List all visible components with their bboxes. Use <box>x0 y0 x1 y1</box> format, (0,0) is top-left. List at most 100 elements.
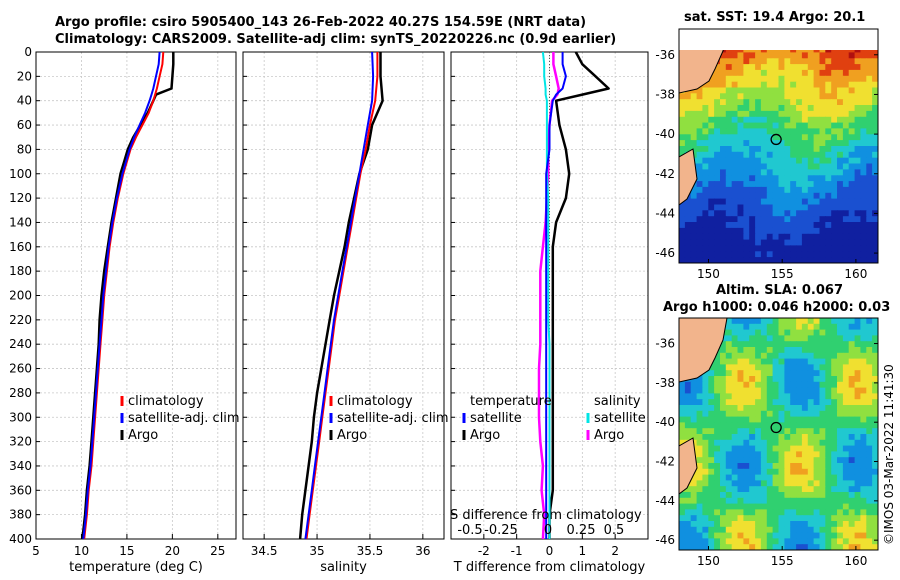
sla-map-cell <box>690 376 698 383</box>
sla-map-cell <box>720 457 727 464</box>
sst-map-cell <box>743 192 750 200</box>
sst-map-cell <box>831 204 838 211</box>
sla-map-cell <box>790 428 797 435</box>
sla-map-cell <box>720 497 727 505</box>
sla-map-cell <box>801 439 809 447</box>
sst-map-cell <box>708 186 715 194</box>
sst-map-cell <box>784 58 791 65</box>
sst-map-cell <box>831 140 838 147</box>
sst-map-cell <box>854 222 862 229</box>
sla-map-cell <box>848 538 856 545</box>
sst-map-cell <box>760 140 768 147</box>
sla-map-cell <box>837 439 844 447</box>
sst-map-cell <box>766 239 774 246</box>
sla-map-cell <box>772 399 780 406</box>
sla-map-cell <box>796 410 803 418</box>
sst-map-cell <box>778 210 785 217</box>
sla-map-cell <box>866 486 873 493</box>
difference-xtick-label: -1 <box>511 544 523 558</box>
sla-map-cell <box>866 416 873 423</box>
sst-map-cell <box>819 239 826 246</box>
sla-map-cell <box>825 532 832 539</box>
sla-map-cell <box>801 497 809 505</box>
sla-map-cell <box>772 434 780 441</box>
sst-map-cell <box>848 50 856 53</box>
sst-map-cell <box>691 29 698 35</box>
sla-map-cell <box>790 329 797 336</box>
sla-map-cell <box>842 370 850 377</box>
sst-map-cell <box>796 52 803 59</box>
sst-map-cell <box>743 186 750 194</box>
sst-map-cell <box>708 157 715 165</box>
sla-map-cell <box>702 451 709 458</box>
sla-map-cell <box>784 474 791 481</box>
depth-tick-label: 380 <box>9 508 32 522</box>
sst-map-cell <box>684 251 692 258</box>
sst-map-cell <box>720 175 727 182</box>
sla-map-cell <box>772 463 780 470</box>
sst-map-cell <box>725 75 733 83</box>
sst-map-cell <box>831 222 838 229</box>
sst-map-cell <box>825 140 832 147</box>
sst-map-cell <box>725 140 733 147</box>
sla-map-cell <box>760 492 768 499</box>
sla-map-cell <box>766 538 774 545</box>
sst-map-cell <box>801 192 809 200</box>
sst-map-cell <box>772 157 780 165</box>
sla-map-cell <box>819 341 826 348</box>
sst-map-cell <box>679 35 686 41</box>
sla-map-cell <box>854 526 862 534</box>
sla-map-cell <box>731 399 739 406</box>
sla-map-cell <box>755 515 762 522</box>
sst-map-cell <box>772 233 780 241</box>
sst-map-cell <box>778 251 785 258</box>
sla-map-cell <box>778 358 785 365</box>
sst-map-cell <box>772 93 780 100</box>
sst-map-cell <box>819 198 826 205</box>
sst-map-cell <box>848 186 856 194</box>
sla-map-cell <box>796 352 803 360</box>
sst-map-cell <box>790 122 797 129</box>
sla-map-cell <box>720 538 727 545</box>
sst-map-cell <box>801 81 809 89</box>
sst-map-cell <box>796 239 803 246</box>
sla-map-cell <box>714 364 721 371</box>
sst-map-cell <box>749 204 756 211</box>
sst-map-cell <box>684 204 692 211</box>
sla-map-cell <box>872 381 878 389</box>
sst-map-cell <box>766 204 774 211</box>
sst-map-cell <box>743 157 750 165</box>
sst-map-cell <box>860 110 867 118</box>
sla-map-cell <box>684 399 692 406</box>
sla-map-cell <box>854 457 862 464</box>
sla-map-cell <box>684 486 692 493</box>
sla-map-cell <box>760 434 768 441</box>
sla-map-cell <box>749 329 756 336</box>
sst-map-cell <box>837 75 844 83</box>
sst-map-cell <box>872 233 878 241</box>
sst-map-cell <box>720 116 727 124</box>
sst-map-cell <box>854 227 862 235</box>
sst-map-cell <box>842 210 850 217</box>
sla-map-cell <box>801 399 809 406</box>
sla-map-cell <box>702 370 709 377</box>
sla-map-cell <box>749 405 756 412</box>
sla-map-cell <box>790 532 797 539</box>
sst-map-cell <box>696 198 704 205</box>
sst-map-cell <box>755 105 762 112</box>
sla-map-cell <box>807 323 815 331</box>
sst-map-cell <box>755 186 762 194</box>
sla-map-cell <box>854 387 862 394</box>
sla-map-cell <box>696 416 704 423</box>
sst-map-cell <box>854 75 862 83</box>
sla-map-cell <box>778 521 785 528</box>
sla-map-cell <box>778 364 785 371</box>
sst-map-cell <box>825 181 832 188</box>
sst-map-cell <box>860 233 867 241</box>
sla-map-cell <box>848 393 856 400</box>
sst-map-cell <box>801 186 809 194</box>
sst-map-cell <box>801 222 809 229</box>
sla-map-cell <box>837 428 844 435</box>
sst-map-cell <box>708 192 715 200</box>
sst-map-cell <box>807 122 815 129</box>
